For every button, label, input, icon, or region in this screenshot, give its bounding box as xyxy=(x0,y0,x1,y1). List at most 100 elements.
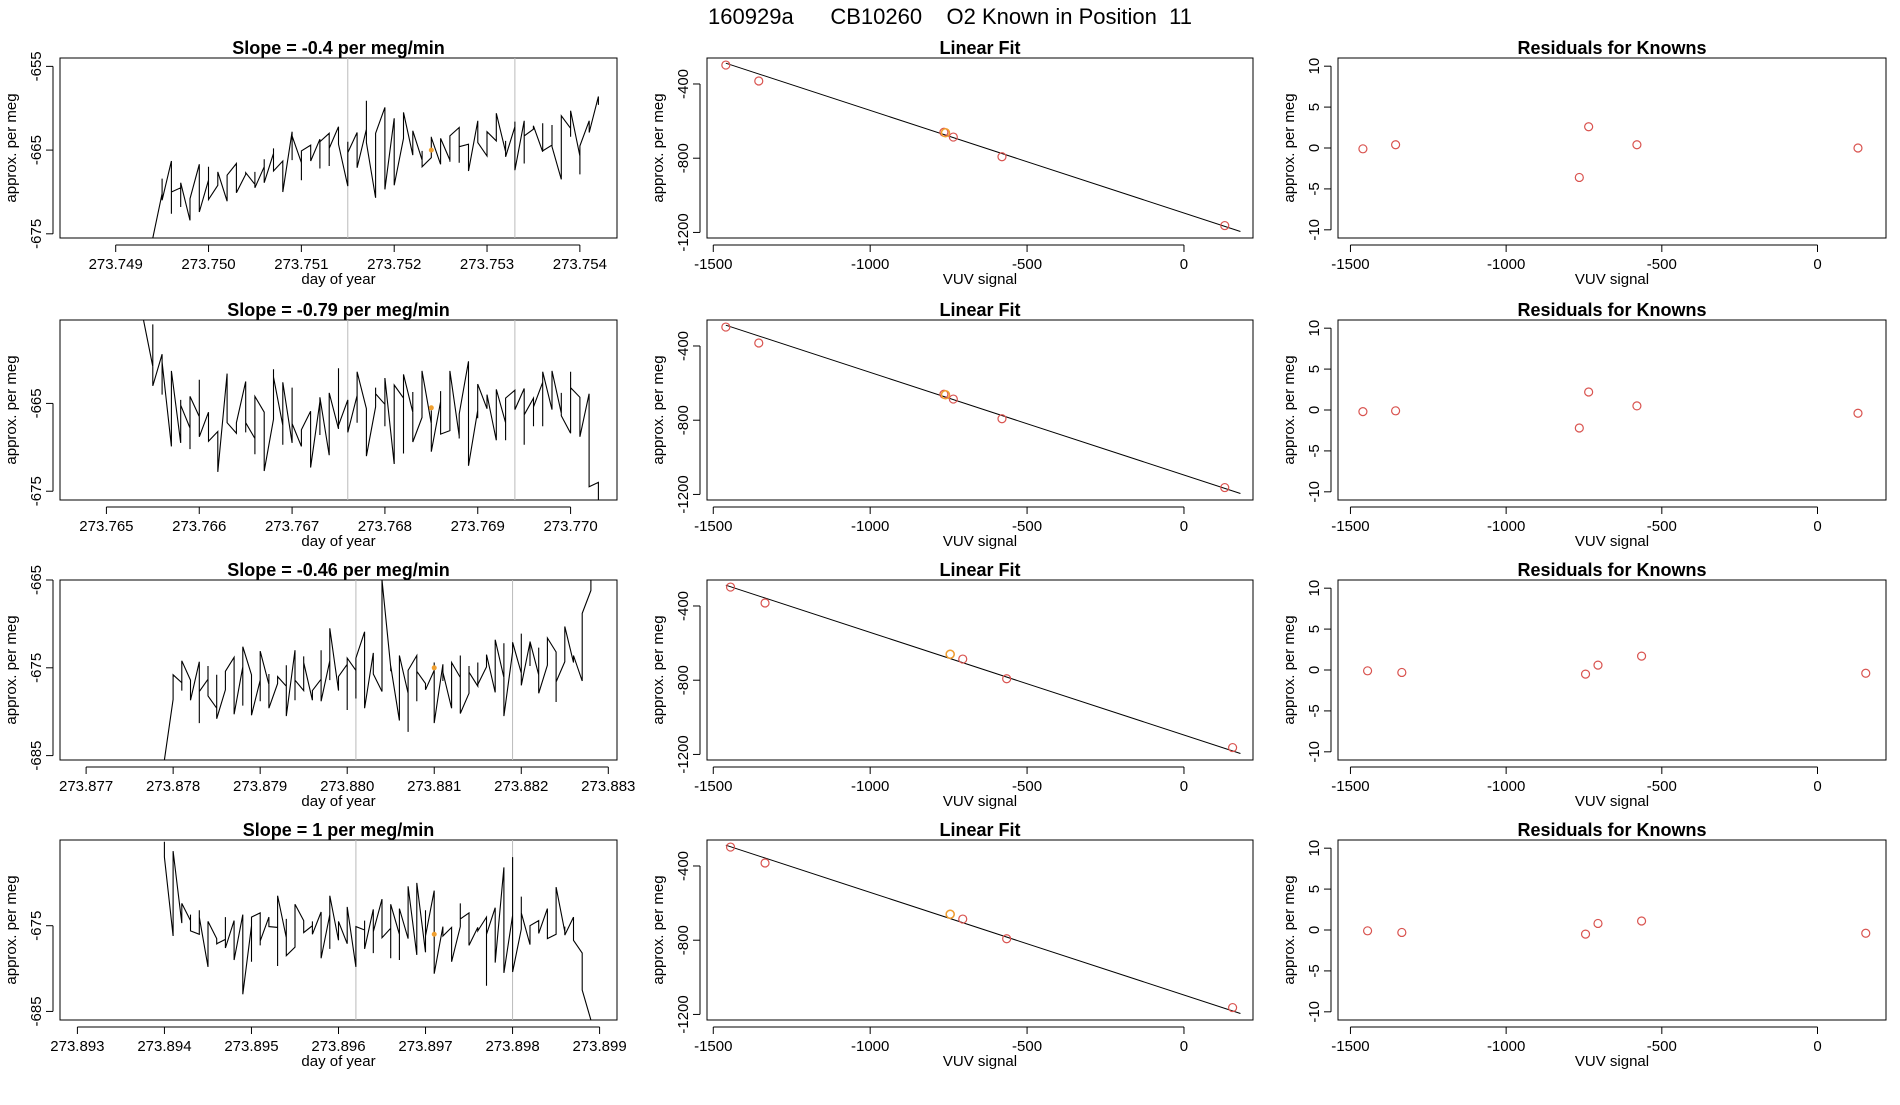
data-point xyxy=(1228,742,1238,753)
y-tick-label: -800 xyxy=(675,665,692,695)
data-point xyxy=(1584,387,1594,397)
data-point xyxy=(725,842,736,852)
panel-7: Slope = -0.46 per meg/min 273.877 273.878 2… xyxy=(3,560,635,810)
plot-frame xyxy=(1337,839,1887,1021)
panel-5: Linear Fit -1500 -1000 -500 0 VUV signal -1200… xyxy=(650,300,1254,550)
y-tick-label: -1200 xyxy=(675,735,692,773)
plot-frame xyxy=(59,57,618,239)
highlight-point xyxy=(431,665,437,671)
x-tick-label: -500 xyxy=(1647,518,1677,535)
data-point xyxy=(1220,220,1230,231)
highlight-point xyxy=(945,649,955,659)
panel-title: Linear Fit xyxy=(939,560,1020,580)
y-tick-label: -400 xyxy=(675,591,692,621)
data-point xyxy=(1636,916,1647,926)
plot-frame xyxy=(1337,579,1887,761)
y-tick-label: -400 xyxy=(675,851,692,881)
data-point xyxy=(958,654,968,664)
y-tick-label: -800 xyxy=(675,405,692,435)
x-tick-label: -500 xyxy=(1012,518,1042,535)
x-tick-label: -1000 xyxy=(851,1038,889,1055)
y-tick-label: -675 xyxy=(28,911,45,941)
data-point xyxy=(1228,1002,1238,1013)
y-axis-label: approx. per meg xyxy=(650,355,667,464)
plot-frame xyxy=(706,57,1254,239)
x-tick-label: -500 xyxy=(1647,256,1677,273)
data-point xyxy=(1853,143,1863,153)
plot-frame xyxy=(59,579,618,761)
panel-12: Residuals for Knowns -1500 -1000 -500 0 VUV s… xyxy=(1281,820,1887,1070)
x-tick-label: 0 xyxy=(1180,778,1188,795)
y-tick-label: -665 xyxy=(28,388,45,418)
x-tick-label: 273.895 xyxy=(224,1038,278,1055)
y-tick-label: -1200 xyxy=(675,213,692,251)
panel-4: Slope = -0.79 per meg/min 273.765 273.766 2… xyxy=(3,300,618,550)
data-point xyxy=(1391,406,1401,416)
plot-frame xyxy=(706,319,1254,501)
x-axis-label: VUV signal xyxy=(943,533,1017,550)
data-point xyxy=(721,60,731,70)
data-point xyxy=(997,414,1007,424)
data-point xyxy=(760,598,770,608)
plot-frame xyxy=(1337,319,1887,501)
panel-1: Slope = -0.4 per meg/min 273.749 273.750 27… xyxy=(3,38,618,288)
data-point xyxy=(1580,669,1591,679)
x-tick-label: 273.894 xyxy=(137,1038,191,1055)
x-tick-label: 0 xyxy=(1813,518,1821,535)
data-point xyxy=(1002,934,1012,944)
data-point xyxy=(760,858,770,868)
y-axis-label: approx. per meg xyxy=(1281,93,1298,202)
fit-line xyxy=(725,584,1241,754)
x-axis-label: VUV signal xyxy=(943,271,1017,288)
fit-line xyxy=(725,324,1241,494)
x-tick-label: 0 xyxy=(1813,1038,1821,1055)
page-title: 160929a CB10260 O2 Known in Position 11 xyxy=(708,4,1192,29)
x-tick-label: -1000 xyxy=(851,778,889,795)
x-tick-label: -1500 xyxy=(1331,518,1369,535)
x-axis-label: VUV signal xyxy=(943,1053,1017,1070)
y-tick-label: 10 xyxy=(1306,320,1323,337)
data-point xyxy=(997,152,1007,162)
x-tick-label: 273.897 xyxy=(398,1038,452,1055)
x-tick-label: 273.883 xyxy=(581,778,635,795)
x-tick-label: -1500 xyxy=(694,518,732,535)
data-point xyxy=(754,338,764,348)
data-point xyxy=(1220,482,1230,493)
x-tick-label: 273.878 xyxy=(146,778,200,795)
data-point xyxy=(1632,401,1642,411)
y-tick-label: -400 xyxy=(675,69,692,99)
x-axis-label: VUV signal xyxy=(1575,793,1649,810)
y-tick-label: -10 xyxy=(1306,1001,1323,1023)
highlight-point xyxy=(428,147,434,153)
y-tick-label: -665 xyxy=(28,135,45,165)
plot-frame xyxy=(1337,57,1887,239)
x-tick-label: 273.899 xyxy=(572,1038,626,1055)
y-tick-label: -675 xyxy=(28,219,45,249)
data-point xyxy=(725,582,736,592)
y-tick-label: -685 xyxy=(28,741,45,771)
plot-frame xyxy=(59,319,618,501)
x-axis-label: day of year xyxy=(301,1053,375,1070)
x-tick-label: -1000 xyxy=(851,256,889,273)
y-axis-label: approx. per meg xyxy=(3,355,20,464)
highlight-point xyxy=(945,909,955,919)
y-tick-label: 0 xyxy=(1306,666,1323,674)
panel-6: Residuals for Knowns -1500 -1000 -500 0 VUV s… xyxy=(1281,300,1887,550)
data-point xyxy=(1580,929,1591,939)
x-tick-label: -1000 xyxy=(851,518,889,535)
x-tick-label: 273.881 xyxy=(407,778,461,795)
x-tick-label: 273.765 xyxy=(79,518,133,535)
data-point xyxy=(1853,408,1863,418)
data-point xyxy=(958,914,968,924)
y-tick-label: -5 xyxy=(1306,444,1323,457)
x-tick-label: 0 xyxy=(1180,256,1188,273)
panel-title: Slope = -0.4 per meg/min xyxy=(232,38,445,58)
y-tick-label: -400 xyxy=(675,331,692,361)
x-tick-label: -1500 xyxy=(1331,778,1369,795)
y-tick-label: -665 xyxy=(28,565,45,595)
y-tick-label: -800 xyxy=(675,143,692,173)
y-axis-label: approx. per meg xyxy=(1281,875,1298,984)
fit-line xyxy=(725,844,1241,1014)
y-tick-label: -1200 xyxy=(675,475,692,513)
